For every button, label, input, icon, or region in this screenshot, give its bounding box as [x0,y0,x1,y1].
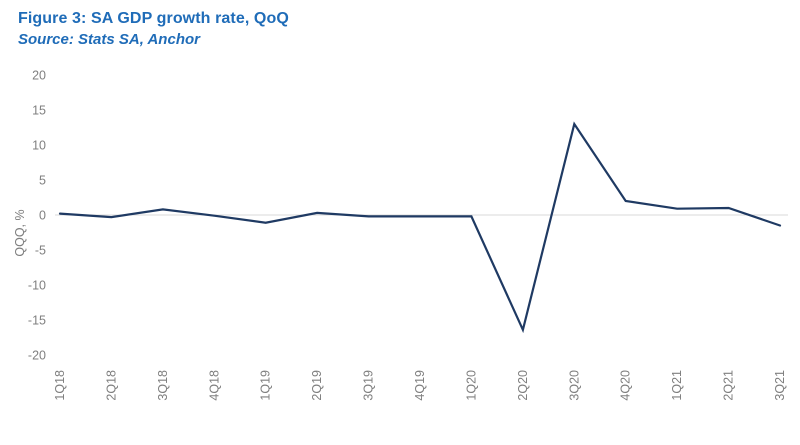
gdp-growth-line [58,121,782,334]
y-tick-label: 0 [39,209,46,223]
x-tick-label: 3Q19 [362,370,376,401]
y-tick-label: -10 [28,279,46,293]
y-tick-label: -15 [28,314,46,328]
x-tick-label: 1Q20 [464,370,478,401]
x-tick-label: 3Q21 [773,370,787,401]
y-tick-label: -20 [28,349,46,363]
y-tick-label: 5 [39,174,46,188]
y-axis-label: QQQ, % [13,209,27,256]
y-tick-label: 10 [32,139,46,153]
chart-title: Figure 3: SA GDP growth rate, QoQ [18,10,289,27]
x-tick-label: 3Q20 [567,370,581,401]
x-tick-label: 4Q18 [207,370,221,401]
y-tick-label: -5 [35,244,46,258]
y-tick-label: 20 [32,69,46,83]
x-tick-label: 1Q21 [670,370,684,401]
x-tick-label: 4Q20 [619,370,633,401]
x-tick-label: 3Q18 [156,370,170,401]
x-tick-label: 2Q18 [104,370,118,401]
chart-source: Source: Stats SA, Anchor [18,30,200,48]
x-tick-label: 1Q18 [53,370,67,401]
chart-header: Figure 3: SA GDP growth rate, QoQ Source… [18,8,289,50]
x-tick-label: 1Q19 [259,370,273,401]
x-tick-label: 4Q19 [413,370,427,401]
y-tick-label: 15 [32,104,46,118]
x-tick-label: 2Q19 [310,370,324,401]
x-tick-label: 2Q20 [516,370,530,401]
x-tick-label: 2Q21 [722,370,736,401]
